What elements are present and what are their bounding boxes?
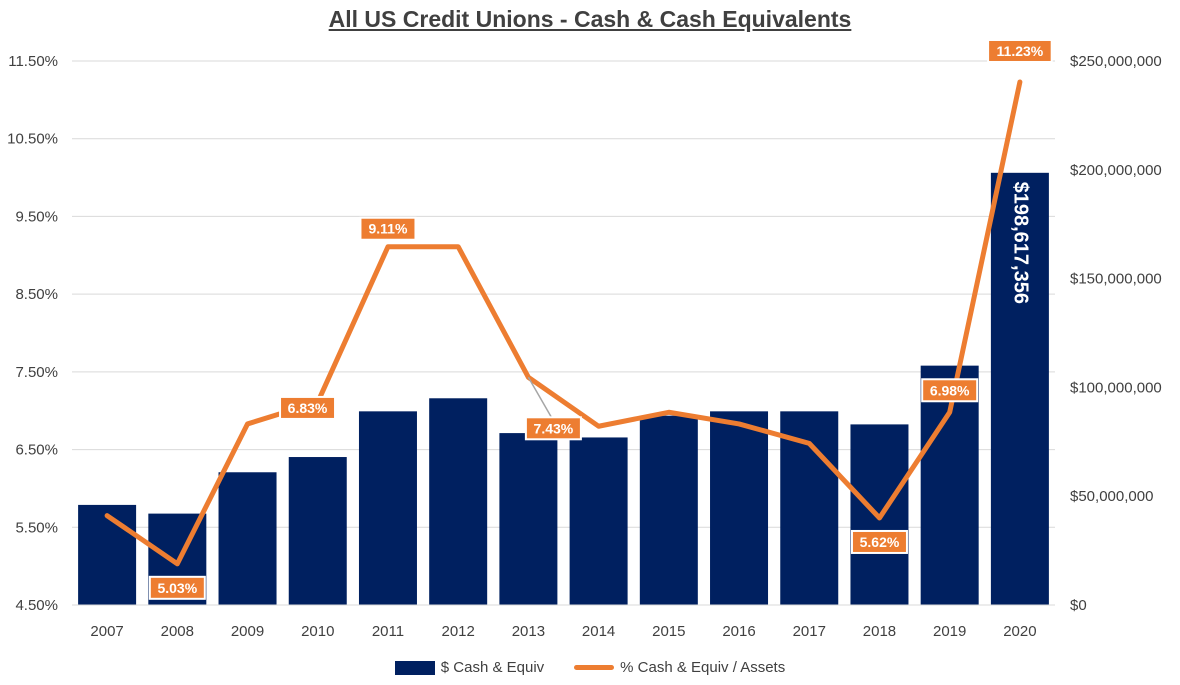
left-tick-label: 7.50% xyxy=(15,364,58,381)
x-tick-label: 2010 xyxy=(301,623,334,640)
point-label-box xyxy=(524,416,582,441)
left-tick-label: 5.50% xyxy=(15,519,58,536)
right-tick-label: $100,000,000 xyxy=(1070,379,1162,396)
legend-item-bar[interactable]: $ Cash & Equiv xyxy=(394,659,545,676)
bar[interactable] xyxy=(78,504,137,605)
line-series xyxy=(104,79,1023,567)
bar[interactable] xyxy=(358,411,417,605)
bar[interactable] xyxy=(288,457,347,605)
bar[interactable] xyxy=(780,411,839,605)
x-tick-label: 2012 xyxy=(441,623,474,640)
point-label: 7.43% xyxy=(534,420,574,436)
legend-label-bar: $ Cash & Equiv xyxy=(440,659,545,676)
bar[interactable] xyxy=(639,415,698,605)
right-tick-label: $0 xyxy=(1070,597,1087,614)
x-tick-label: 2009 xyxy=(231,623,264,640)
right-tick-label: $200,000,000 xyxy=(1070,162,1162,179)
x-tick-label: 2015 xyxy=(652,623,685,640)
x-tick-label: 2019 xyxy=(933,623,966,640)
point-label-box xyxy=(148,575,206,600)
leader-line xyxy=(527,376,553,418)
point-label: 5.62% xyxy=(860,534,900,550)
x-tick-label: 2014 xyxy=(582,623,615,640)
left-tick-label: 6.50% xyxy=(15,442,58,459)
bar[interactable] xyxy=(499,433,558,605)
legend-item-line[interactable]: % Cash & Equiv / Assets xyxy=(574,659,785,676)
left-tick-label: 4.50% xyxy=(15,597,58,614)
bar-data-label: $198,617,356 xyxy=(1010,182,1032,304)
point-label: 5.03% xyxy=(157,580,197,596)
legend-swatch-line xyxy=(574,665,615,670)
bar[interactable] xyxy=(429,398,488,605)
x-tick-label: 2020 xyxy=(1003,623,1036,640)
bar[interactable] xyxy=(569,437,628,605)
legend-swatch-bar xyxy=(394,660,435,675)
point-label-box xyxy=(279,395,337,420)
point-label: 6.98% xyxy=(930,382,970,398)
point-label-box xyxy=(850,529,908,554)
left-axis: 4.50% 5.50% 6.50% 7.50% 8.50% 9.50% 10.50% 11.5… xyxy=(7,53,58,614)
x-tick-label: 2011 xyxy=(372,623,404,640)
bar-data-labels: $198,617,356 xyxy=(1010,182,1032,304)
right-tick-label: $250,000,000 xyxy=(1070,53,1162,70)
bar[interactable] xyxy=(710,411,769,605)
right-axis: $0 $50,000,000 $100,000,000 $150,000,000 $20… xyxy=(1070,53,1162,614)
series-line[interactable] xyxy=(104,79,1023,567)
legend-label-line: % Cash & Equiv / Assets xyxy=(620,659,786,676)
bar-series xyxy=(78,172,1049,605)
point-label-box xyxy=(359,216,417,241)
point-label: 6.83% xyxy=(288,400,328,416)
x-tick-label: 2013 xyxy=(512,623,545,640)
left-tick-label: 10.50% xyxy=(7,131,58,148)
point-label: 9.11% xyxy=(368,221,407,237)
x-tick-label: 2017 xyxy=(793,623,826,640)
point-label-box xyxy=(921,378,979,403)
bar[interactable] xyxy=(990,172,1049,605)
combo-chart: 4.50% 5.50% 6.50% 7.50% 8.50% 9.50% 10.50% 11.5… xyxy=(7,38,1162,640)
x-tick-label: 2016 xyxy=(722,623,755,640)
right-tick-label: $150,000,000 xyxy=(1070,271,1162,288)
right-tick-label: $50,000,000 xyxy=(1070,488,1153,505)
left-tick-label: 9.50% xyxy=(15,208,58,225)
x-axis: 2007 2008 2009 2010 2011 2012 2013 2014 2015 2016… xyxy=(72,604,1055,640)
left-tick-label: 11.50% xyxy=(8,53,58,70)
legend: $ Cash & Equiv % Cash & Equiv / Assets xyxy=(0,659,1180,676)
point-label: 11.23% xyxy=(997,43,1044,59)
point-label-box xyxy=(987,38,1053,63)
bar[interactable] xyxy=(218,472,277,605)
x-tick-label: 2007 xyxy=(90,623,123,640)
x-tick-label: 2008 xyxy=(161,623,194,640)
line-data-labels: 5.03% 6.83% 9.11% 7.43% 5.62% 6.98% 11.23% xyxy=(148,38,1053,600)
chart-title: All US Credit Unions - Cash & Cash Equiv… xyxy=(328,6,852,32)
left-tick-label: 8.50% xyxy=(15,286,58,303)
x-tick-label: 2018 xyxy=(863,623,896,640)
